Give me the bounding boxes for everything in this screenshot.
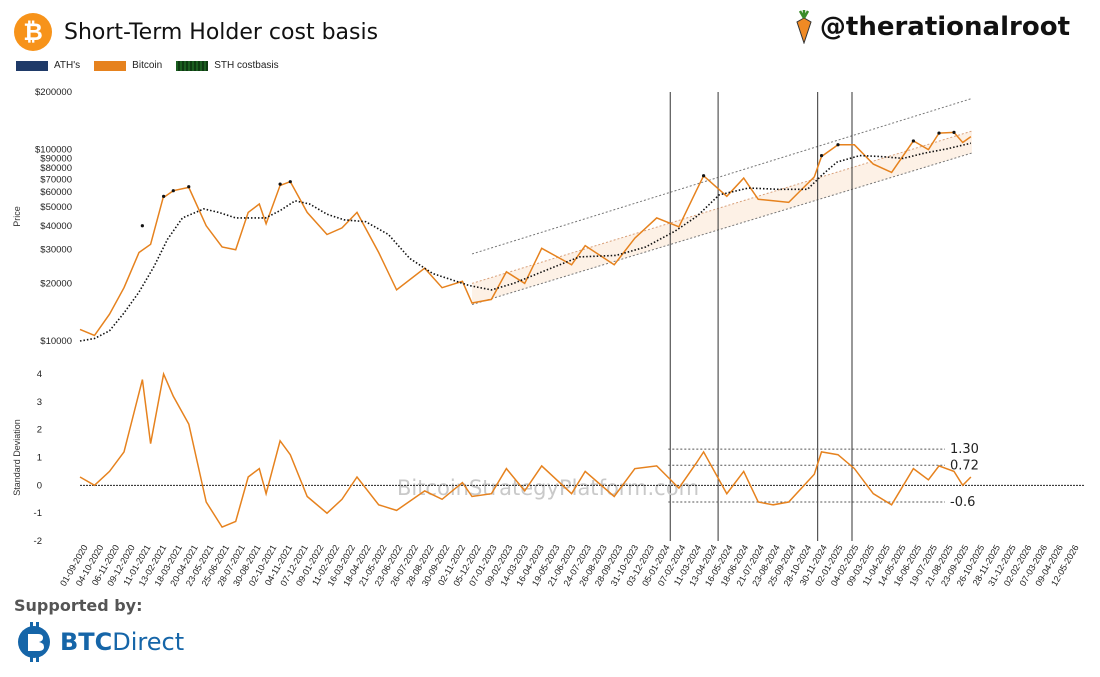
price-tick-label: $90000 (40, 153, 72, 164)
ath-marker (278, 182, 282, 186)
sd-axis-title: Standard Deviation (12, 419, 22, 496)
ath-marker (140, 224, 144, 228)
sd-tick-label: 1 (37, 453, 42, 464)
sponsor-logo: BTCDirect (16, 620, 184, 664)
btcdirect-logo-icon (18, 622, 50, 662)
ath-marker (701, 174, 706, 178)
price-tick-label: $50000 (40, 202, 72, 213)
legend-label-aths: ATH's (54, 60, 81, 71)
legend-item-aths: ATH's (16, 60, 80, 71)
legend-label-sth: STH costbasis (214, 60, 279, 71)
ath-marker (162, 194, 166, 198)
sd-reference-label-0: 1.30 (950, 442, 979, 457)
price-tick-label: $80000 (40, 163, 72, 174)
chart-title: Short-Term Holder cost basis (64, 19, 379, 45)
ath-marker (819, 154, 824, 158)
channel-line-2 (471, 152, 973, 306)
sd-reference-label-1: 0.72 (950, 458, 979, 473)
price-axis-title: Price (12, 206, 22, 227)
ath-marker (937, 131, 941, 135)
ath-marker (836, 143, 840, 147)
sd-line (79, 371, 972, 529)
channel-line-1 (471, 130, 973, 284)
legend-item-bitcoin: Bitcoin (94, 60, 162, 71)
author-handle: @therationalroot (794, 10, 1070, 44)
price-tick-label: $200000 (35, 87, 72, 98)
price-tick-label: $30000 (40, 245, 72, 256)
ath-marker (911, 139, 915, 143)
carrot-icon (796, 10, 812, 44)
header: ₿ Short-Term Holder cost basis (14, 12, 378, 52)
supported-by-label: Supported by: (14, 596, 143, 615)
legend-item-sth: STH costbasis (176, 60, 279, 71)
legend-swatch-bitcoin (94, 60, 127, 71)
ath-marker (187, 185, 191, 189)
channel-line-0 (471, 98, 973, 255)
price-tick-label: $20000 (40, 278, 72, 289)
price-tick-label: $100000 (35, 145, 72, 156)
sd-tick-label: -1 (34, 508, 42, 519)
price-tick-label: $40000 (40, 221, 72, 232)
sponsor-name: BTCDirect (60, 628, 185, 656)
legend-label-bitcoin: Bitcoin (132, 60, 163, 71)
legend-swatch-sth (176, 60, 209, 71)
sd-reference-label-2: -0.6 (950, 495, 975, 510)
ath-marker (288, 180, 292, 184)
price-tick-label: $70000 (40, 174, 72, 185)
channel-fill (472, 131, 972, 305)
sd-tick-label: 2 (37, 425, 42, 436)
ath-marker (952, 130, 956, 135)
sd-tick-label: 4 (37, 369, 42, 380)
price-tick-label: $60000 (40, 187, 72, 198)
bitcoin-price-line (79, 131, 972, 337)
legend: ATH's Bitcoin STH costbasis (16, 60, 293, 71)
author-handle-text: @therationalroot (819, 12, 1070, 42)
ath-marker (171, 189, 175, 193)
legend-swatch-aths (16, 60, 48, 71)
bitcoin-logo-icon: ₿ (14, 13, 52, 51)
sd-tick-label: 0 (37, 480, 42, 491)
watermark: BitcoinStrategyPlatform.com (397, 476, 699, 500)
price-tick-label: $10000 (40, 336, 72, 347)
sd-tick-label: 3 (37, 397, 42, 408)
sd-tick-label: -2 (34, 536, 42, 547)
